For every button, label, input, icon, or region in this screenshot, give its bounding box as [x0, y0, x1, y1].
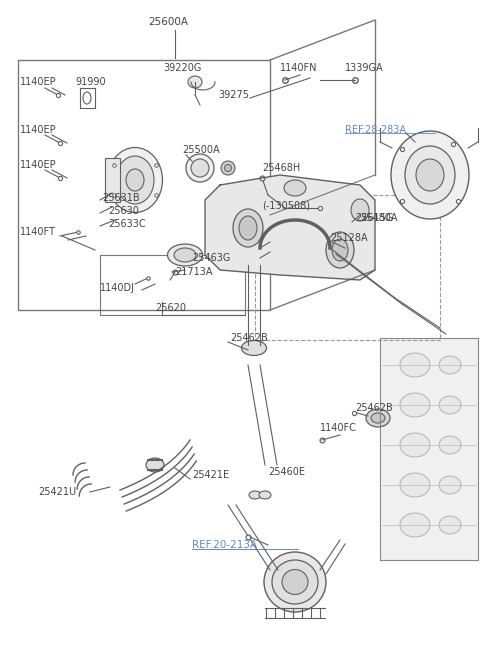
Text: 25421E: 25421E: [192, 470, 229, 480]
Text: REF.28-283A: REF.28-283A: [345, 125, 406, 135]
Text: 91990: 91990: [75, 77, 106, 87]
Ellipse shape: [259, 491, 271, 499]
Ellipse shape: [108, 148, 163, 212]
Text: 25600A: 25600A: [148, 17, 188, 27]
Ellipse shape: [249, 491, 261, 499]
Ellipse shape: [146, 458, 164, 472]
Ellipse shape: [233, 209, 263, 247]
Text: 25480A: 25480A: [360, 213, 397, 223]
Text: 25631B: 25631B: [102, 193, 140, 203]
Ellipse shape: [126, 169, 144, 191]
Ellipse shape: [284, 180, 306, 196]
Ellipse shape: [174, 248, 196, 262]
Ellipse shape: [221, 161, 235, 175]
Ellipse shape: [168, 244, 203, 266]
Text: 1140FT: 1140FT: [20, 227, 56, 237]
Text: 1140FN: 1140FN: [280, 63, 317, 73]
Text: REF.20-213A: REF.20-213A: [192, 540, 257, 550]
Text: 25462B: 25462B: [230, 333, 268, 343]
Text: 1140EP: 1140EP: [20, 125, 57, 135]
Ellipse shape: [400, 473, 430, 497]
Ellipse shape: [282, 570, 308, 594]
Ellipse shape: [439, 436, 461, 454]
Text: 25500A: 25500A: [182, 145, 220, 155]
Text: 25615G: 25615G: [355, 213, 394, 223]
Bar: [100, 255, 245, 315]
Text: 1140FC: 1140FC: [320, 423, 357, 433]
Ellipse shape: [439, 476, 461, 494]
Text: (-130508): (-130508): [262, 200, 310, 210]
Bar: [105, 158, 120, 202]
Text: 1140DJ: 1140DJ: [100, 283, 135, 293]
Ellipse shape: [405, 146, 455, 204]
Ellipse shape: [186, 154, 214, 182]
Bar: [255, 195, 440, 340]
Ellipse shape: [272, 560, 318, 604]
Ellipse shape: [400, 393, 430, 417]
Text: 25468H: 25468H: [262, 163, 300, 173]
Text: 25463G: 25463G: [192, 253, 230, 263]
Ellipse shape: [366, 409, 390, 427]
Text: 39275: 39275: [218, 90, 249, 100]
Ellipse shape: [188, 76, 202, 88]
Text: 39220G: 39220G: [163, 63, 202, 73]
Ellipse shape: [439, 516, 461, 534]
Text: 1140EP: 1140EP: [20, 160, 57, 170]
Ellipse shape: [326, 232, 354, 268]
Text: 25633C: 25633C: [108, 219, 145, 229]
Ellipse shape: [400, 513, 430, 537]
Ellipse shape: [439, 396, 461, 414]
Polygon shape: [205, 175, 375, 280]
Text: 25460E: 25460E: [268, 467, 305, 477]
Bar: [18, 60, 270, 310]
Text: 25620: 25620: [155, 303, 186, 313]
Ellipse shape: [332, 239, 348, 261]
Ellipse shape: [400, 433, 430, 457]
Text: 25128A: 25128A: [330, 233, 368, 243]
Ellipse shape: [191, 159, 209, 177]
Text: 1339GA: 1339GA: [345, 63, 384, 73]
Polygon shape: [380, 338, 478, 560]
Ellipse shape: [391, 131, 469, 219]
Ellipse shape: [239, 216, 257, 240]
Text: 21713A: 21713A: [175, 267, 213, 277]
Ellipse shape: [416, 159, 444, 191]
Ellipse shape: [116, 156, 154, 204]
Ellipse shape: [439, 356, 461, 374]
Ellipse shape: [264, 552, 326, 612]
Text: 25462B: 25462B: [355, 403, 393, 413]
Ellipse shape: [371, 413, 385, 423]
Text: 25421U: 25421U: [38, 487, 76, 497]
Ellipse shape: [225, 165, 231, 171]
Ellipse shape: [241, 340, 266, 355]
Text: 25630: 25630: [108, 206, 139, 216]
Ellipse shape: [351, 199, 369, 221]
Ellipse shape: [400, 353, 430, 377]
Text: 1140EP: 1140EP: [20, 77, 57, 87]
